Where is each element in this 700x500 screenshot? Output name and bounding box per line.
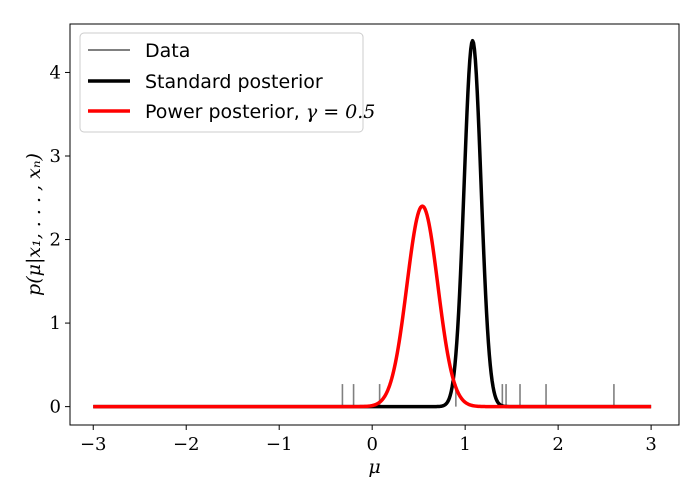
legend: Data Standard posterior Power posterior,… [79, 32, 375, 133]
plot-area [92, 38, 652, 409]
x-tick-label: 1 [459, 434, 470, 455]
legend-label-standard: Standard posterior [145, 71, 323, 93]
legend-label-power: Power posterior, γ = 0.5 [145, 101, 375, 123]
x-tick-label: 3 [645, 434, 656, 455]
x-tick-label: 0 [366, 434, 377, 455]
y-axis-ticks: 0 1 2 3 4 [50, 62, 70, 418]
x-tick-label: −1 [266, 434, 293, 455]
y-axis-label: p(μ|x₁, . . . , xₙ) [23, 153, 45, 296]
legend-label-power-math: γ = 0.5 [306, 101, 376, 123]
y-tick-label: 4 [50, 62, 61, 83]
y-tick-label: 3 [50, 146, 61, 167]
legend-box [79, 32, 364, 133]
legend-label-power-text: Power posterior, [145, 101, 306, 123]
y-tick-label: 0 [50, 397, 61, 418]
axes-frame [69, 23, 680, 426]
power-posterior-curve [92, 204, 652, 409]
legend-label-data: Data [145, 40, 190, 62]
x-tick-label: −3 [80, 434, 107, 455]
curves [92, 38, 652, 409]
x-axis-ticks: −3 −2 −1 0 1 2 3 [80, 425, 657, 455]
x-tick-label: 2 [552, 434, 563, 455]
x-axis-label: μ [368, 456, 380, 478]
y-tick-label: 1 [50, 313, 61, 334]
y-tick-label: 2 [50, 230, 61, 251]
x-tick-label: −2 [173, 434, 200, 455]
